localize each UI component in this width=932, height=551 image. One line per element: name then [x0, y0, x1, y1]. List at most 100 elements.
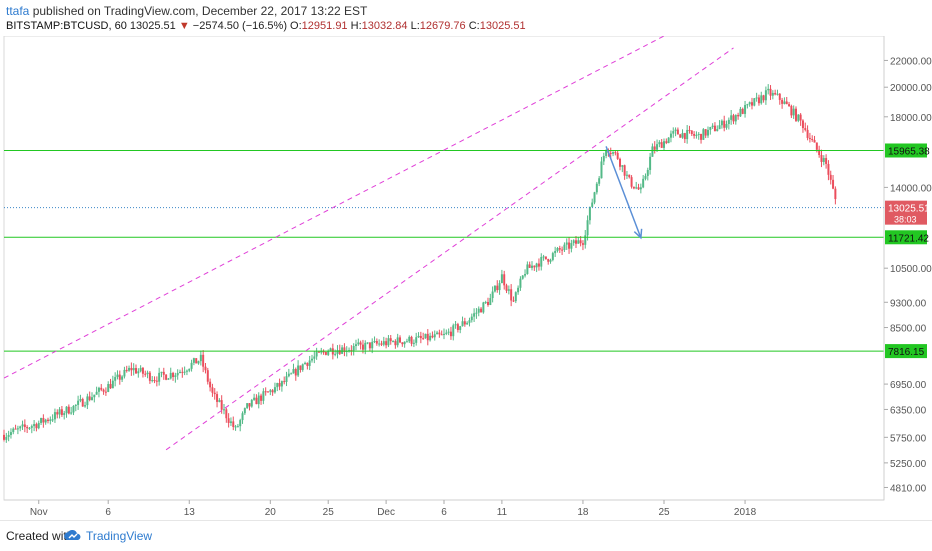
- candle-body: [389, 338, 392, 342]
- candle-body: [711, 125, 714, 128]
- candle-body: [368, 342, 371, 349]
- candle-body: [688, 129, 691, 131]
- candle-body: [496, 285, 499, 291]
- candle-body: [373, 340, 376, 342]
- candle-body: [561, 249, 564, 251]
- author-link[interactable]: ttafa: [6, 4, 30, 18]
- candle-body: [489, 298, 492, 305]
- candle-body: [785, 101, 788, 105]
- candle-body: [642, 178, 645, 188]
- level-label-2: 7816.15: [888, 347, 925, 358]
- candle-body: [190, 362, 193, 369]
- price-tick-label-11: 4810.00: [890, 483, 927, 494]
- candle-body: [141, 367, 144, 374]
- candle-body: [577, 240, 580, 244]
- candle-body: [51, 419, 54, 421]
- candle-body: [477, 308, 480, 313]
- candle-body: [540, 257, 543, 267]
- candle-body: [737, 114, 740, 117]
- candle-body: [118, 374, 121, 380]
- candle-body: [727, 119, 730, 125]
- candle-body: [466, 322, 469, 325]
- candle-body: [91, 397, 93, 400]
- candle-body: [426, 333, 429, 341]
- candle-body: [672, 131, 675, 134]
- candle-body: [716, 129, 719, 132]
- candle-body: [19, 426, 22, 429]
- price-axis[interactable]: 22000.00 20000.00 18000.00 14000.00 10500.00…: [883, 36, 932, 500]
- candle-body: [507, 289, 510, 291]
- chart-pane[interactable]: [3, 36, 885, 501]
- candle-body: [264, 391, 267, 393]
- level-label-1: 11721.42: [888, 233, 929, 244]
- candle-body: [408, 336, 411, 342]
- candle-body: [665, 141, 668, 144]
- candle-body: [44, 419, 47, 423]
- candle-body: [211, 387, 214, 393]
- candle-body: [730, 115, 733, 120]
- low-value: 12679.76: [419, 20, 466, 32]
- candle-body: [116, 374, 119, 378]
- candle-body: [102, 389, 105, 392]
- candle-body: [595, 183, 598, 193]
- candle-body: [514, 292, 517, 302]
- price-tick-label-7: 6950.00: [890, 380, 927, 391]
- candle-body: [123, 369, 126, 377]
- candle-body: [311, 358, 313, 361]
- candle-body: [47, 419, 49, 421]
- candle-body: [526, 264, 529, 274]
- level-label-0: 15965.38: [888, 146, 930, 157]
- candle-body: [357, 342, 360, 345]
- footer: Created with TradingView: [0, 520, 932, 551]
- candle-body: [86, 396, 89, 406]
- price-chart[interactable]: 22000.00 20000.00 18000.00 14000.00 10500.00…: [0, 36, 932, 520]
- candle-body: [623, 165, 626, 176]
- tradingview-brand-link[interactable]: TradingView: [86, 529, 153, 543]
- candle-body: [535, 263, 538, 268]
- candle-body: [646, 169, 649, 176]
- candle-body: [167, 378, 170, 380]
- price-tick-label-8: 6350.00: [890, 405, 927, 416]
- channel-line-upper: [4, 36, 665, 379]
- candle-body: [674, 129, 677, 132]
- candle-body: [783, 101, 786, 104]
- candle-body: [512, 300, 515, 302]
- candle-body: [707, 129, 709, 136]
- candle-body: [811, 138, 814, 141]
- candle-body: [121, 376, 124, 380]
- candle-body: [461, 321, 464, 327]
- candle-body: [60, 409, 63, 415]
- candle-body: [584, 235, 587, 245]
- candle-body: [70, 412, 73, 414]
- candle-body: [616, 152, 619, 159]
- candle-body: [500, 274, 503, 284]
- time-tick-label-2: 13: [184, 507, 196, 518]
- candle-body: [723, 120, 726, 128]
- candle-body: [204, 366, 207, 371]
- candle-body: [470, 316, 473, 321]
- time-tick-label-6: 6: [441, 507, 447, 518]
- symbol-label: BITSTAMP:BTCUSD, 60: [6, 20, 127, 32]
- candle-body: [327, 351, 330, 355]
- candle-body: [257, 395, 260, 405]
- candle-body: [243, 408, 246, 414]
- candle-body: [820, 155, 823, 162]
- candle-body: [725, 124, 728, 128]
- time-axis[interactable]: Nov 6 13 20 25 Dec 6 11 18 25 2018: [4, 499, 884, 518]
- candle-body: [808, 137, 811, 139]
- chart-header: ttafa published on TradingView.com, Dece…: [0, 0, 932, 36]
- candle-body: [579, 240, 582, 244]
- candle-body: [278, 383, 281, 387]
- candle-body: [165, 374, 168, 380]
- candle-body: [635, 187, 638, 189]
- candle-body: [269, 390, 272, 392]
- candle-body: [160, 371, 163, 373]
- candle-body: [350, 350, 353, 352]
- candle-body: [93, 394, 96, 398]
- candle-body: [774, 92, 777, 95]
- price-tick-label-5: 9300.00: [890, 298, 927, 309]
- candle-body: [74, 404, 77, 406]
- candle-body: [301, 364, 304, 370]
- candle-body: [679, 134, 682, 138]
- candle-body: [220, 400, 223, 410]
